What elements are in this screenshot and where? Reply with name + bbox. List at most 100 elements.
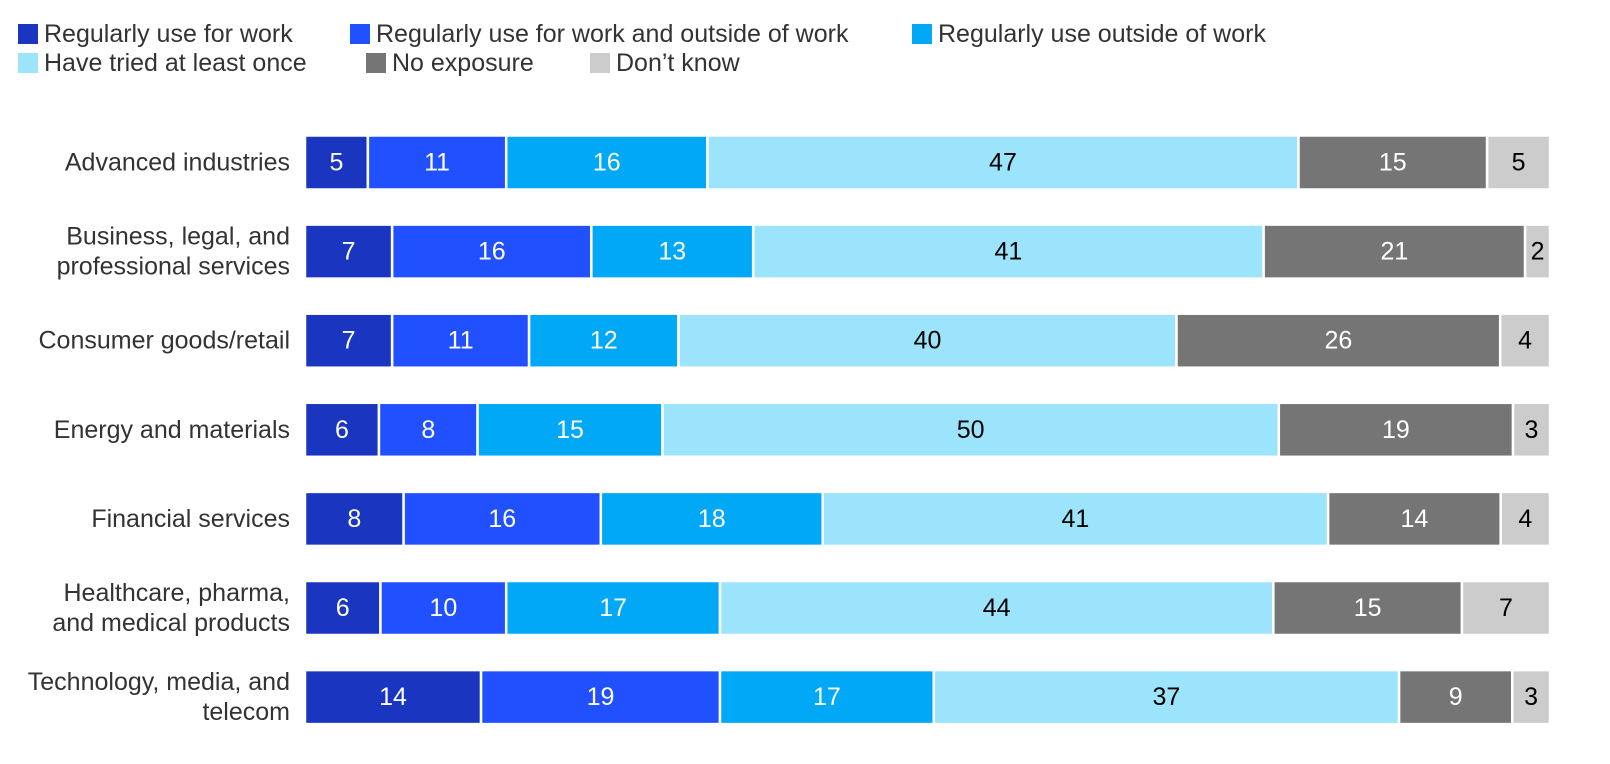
data-label: 5 — [329, 149, 343, 177]
category-label: Consumer goods/retail — [38, 327, 290, 355]
legend-swatch — [590, 53, 610, 73]
legend-label: Don’t know — [616, 49, 741, 77]
legend-label: No exposure — [392, 49, 534, 77]
bar-segment-have-tried-at-least-once — [751, 223, 1265, 280]
data-label: 4 — [1518, 327, 1532, 355]
bar-segment-dont-know — [1460, 579, 1552, 637]
legend-item-regularly-use-for-work-and-outside-of-work: Regularly use for work and outside of wo… — [350, 20, 849, 48]
bar-row: 5 11 16 47 15 5 — [303, 134, 1552, 191]
legend-label: Have tried at least once — [44, 49, 307, 77]
data-label: 3 — [1524, 683, 1538, 711]
bar-segment-regularly-use-for-work-and-outside-of-work — [366, 134, 508, 191]
data-label: 2 — [1531, 238, 1545, 266]
data-label: 47 — [989, 149, 1017, 177]
data-label: 40 — [914, 327, 942, 355]
bar-row: 14 19 17 37 9 3 — [303, 668, 1552, 726]
data-label: 8 — [347, 505, 361, 533]
bar-segment-regularly-use-for-work — [303, 490, 405, 548]
bar-segment-regularly-use-outside-of-work — [590, 223, 755, 280]
bars: 5 11 16 47 15 57 16 13 41 21 27 11 12 40 26 46 8 15 50 19 38… — [303, 134, 1552, 726]
legend-item-no-exposure: No exposure — [366, 49, 534, 77]
category-label: Healthcare, pharma, and medical products — [52, 579, 290, 637]
data-label: 5 — [1512, 149, 1526, 177]
bar-segment-dont-know — [1511, 668, 1552, 726]
data-label: 19 — [1382, 416, 1410, 444]
bar-segment-no-exposure — [1297, 134, 1489, 191]
data-label: 16 — [488, 505, 516, 533]
data-label: 50 — [957, 416, 985, 444]
bar-row: 7 16 13 41 21 2 — [303, 223, 1552, 280]
data-label: 16 — [478, 238, 506, 266]
legend-item-regularly-use-outside-of-work: Regularly use outside of work — [912, 20, 1266, 48]
data-label: 13 — [658, 238, 686, 266]
bar-segment-no-exposure — [1175, 312, 1502, 369]
data-label: 9 — [1449, 683, 1463, 711]
category-label: Energy and materials — [54, 416, 290, 444]
data-label: 6 — [336, 594, 350, 622]
bar-row: 6 10 17 44 15 7 — [303, 579, 1552, 637]
legend-item-have-tried-at-least-once: Have tried at least once — [18, 49, 307, 77]
legend-swatch — [18, 53, 38, 73]
category-label: Technology, media, and telecom — [28, 668, 290, 726]
data-label: 4 — [1518, 505, 1532, 533]
bar-segment-regularly-use-for-work — [303, 223, 394, 280]
legend: Regularly use for work Regularly use for … — [18, 20, 1266, 77]
bar-segment-dont-know — [1498, 312, 1552, 369]
bar-segment-no-exposure — [1326, 490, 1502, 548]
legend-item-regularly-use-for-work: Regularly use for work — [18, 20, 293, 48]
legend-swatch — [912, 24, 932, 44]
data-label: 11 — [424, 149, 450, 177]
bar-segment-regularly-use-for-work — [303, 312, 394, 369]
bar-segment-dont-know — [1485, 134, 1552, 191]
data-label: 8 — [421, 416, 435, 444]
bar-segment-regularly-use-for-work — [303, 579, 382, 637]
data-label: 7 — [342, 327, 356, 355]
bar-segment-no-exposure — [1277, 401, 1515, 459]
bar-segment-have-tried-at-least-once — [718, 579, 1275, 637]
bar-segment-no-exposure — [1272, 579, 1464, 637]
bar-row: 8 16 18 41 14 4 — [303, 490, 1552, 548]
data-label: 15 — [556, 416, 584, 444]
data-label: 3 — [1525, 416, 1539, 444]
bar-segment-regularly-use-outside-of-work — [504, 134, 709, 191]
bar-segment-regularly-use-for-work-and-outside-of-work — [390, 312, 531, 369]
legend-swatch — [366, 53, 386, 73]
category-labels: Advanced industries Business, legal, and p… — [28, 149, 290, 727]
category-label: Business, legal, and professional service… — [57, 223, 290, 281]
bar-segment-regularly-use-for-work — [303, 134, 370, 191]
legend-swatch — [350, 24, 370, 44]
bar-row: 7 11 12 40 26 4 — [303, 312, 1552, 369]
bar-segment-regularly-use-outside-of-work — [476, 401, 664, 459]
data-label: 15 — [1354, 594, 1382, 622]
legend-item-dont-know: Don’t know — [590, 49, 741, 77]
data-label: 7 — [1499, 594, 1513, 622]
data-label: 12 — [590, 327, 618, 355]
legend-swatch — [18, 24, 38, 44]
bar-row: 6 8 15 50 19 3 — [303, 401, 1552, 459]
legend-label: Regularly use for work and outside of wo… — [376, 20, 849, 48]
bar-segment-regularly-use-outside-of-work — [599, 490, 824, 548]
data-label: 26 — [1324, 327, 1352, 355]
data-label: 21 — [1380, 238, 1408, 266]
data-label: 16 — [593, 149, 621, 177]
category-label: Advanced industries — [65, 149, 290, 177]
data-label: 14 — [1400, 505, 1428, 533]
bar-segment-regularly-use-for-work-and-outside-of-work — [390, 223, 593, 280]
bar-segment-dont-know — [1511, 401, 1552, 459]
bar-segment-have-tried-at-least-once — [661, 401, 1281, 459]
bar-segment-dont-know — [1499, 490, 1552, 548]
data-label: 10 — [429, 594, 457, 622]
legend-label: Regularly use for work — [44, 20, 293, 48]
data-label: 11 — [448, 327, 474, 355]
data-label: 6 — [335, 416, 349, 444]
data-label: 41 — [1062, 505, 1090, 533]
data-label: 37 — [1153, 683, 1181, 711]
bar-segment-no-exposure — [1397, 668, 1514, 726]
data-label: 7 — [342, 238, 356, 266]
data-label: 14 — [379, 683, 407, 711]
bar-segment-have-tried-at-least-once — [821, 490, 1330, 548]
bar-segment-regularly-use-for-work — [303, 401, 381, 459]
data-label: 44 — [983, 594, 1011, 622]
bar-segment-regularly-use-for-work-and-outside-of-work — [377, 401, 479, 459]
data-label: 17 — [599, 594, 627, 622]
